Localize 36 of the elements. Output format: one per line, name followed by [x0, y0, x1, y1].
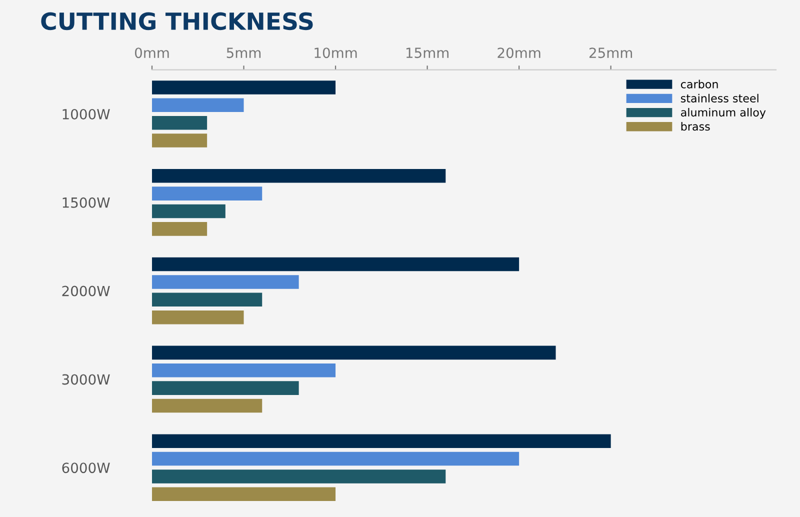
bar [152, 80, 336, 94]
legend-label: brass [681, 122, 710, 131]
bar [152, 292, 262, 307]
bar [152, 310, 244, 324]
bar [152, 275, 299, 289]
x-tick-label: 10mm [314, 48, 357, 58]
chart-title: CUTTING THICKNESS [41, 12, 313, 30]
x-tick-label: 0mm [134, 48, 169, 58]
bar [152, 222, 208, 236]
legend-label: carbon [680, 80, 718, 88]
bar [152, 434, 611, 448]
x-tick-label: 5mm [226, 48, 261, 58]
x-tick-label: 20mm [498, 48, 540, 58]
y-tick-label: 1500W [62, 197, 110, 208]
y-tick-label: 3000W [62, 374, 110, 385]
bar [152, 452, 520, 466]
bar [152, 98, 244, 112]
y-tick-label: 2000W [62, 286, 110, 296]
x-tick-label: 25mm [589, 48, 632, 58]
bar [152, 116, 208, 130]
legend-label: stainless steel [680, 94, 758, 102]
y-tick-label: 1000W [62, 108, 110, 120]
bar [152, 487, 336, 502]
bar [152, 470, 446, 484]
bar [152, 257, 520, 272]
bar [152, 363, 336, 378]
legend-label: aluminum alloy [681, 108, 766, 119]
bar [152, 398, 262, 413]
bar [152, 186, 262, 200]
bar [152, 134, 208, 148]
x-tick-label: 15mm [406, 48, 448, 58]
bar [152, 204, 226, 218]
y-tick-label: 6000W [62, 462, 110, 474]
bar [152, 381, 299, 395]
bar [152, 346, 556, 360]
bar [152, 168, 446, 183]
